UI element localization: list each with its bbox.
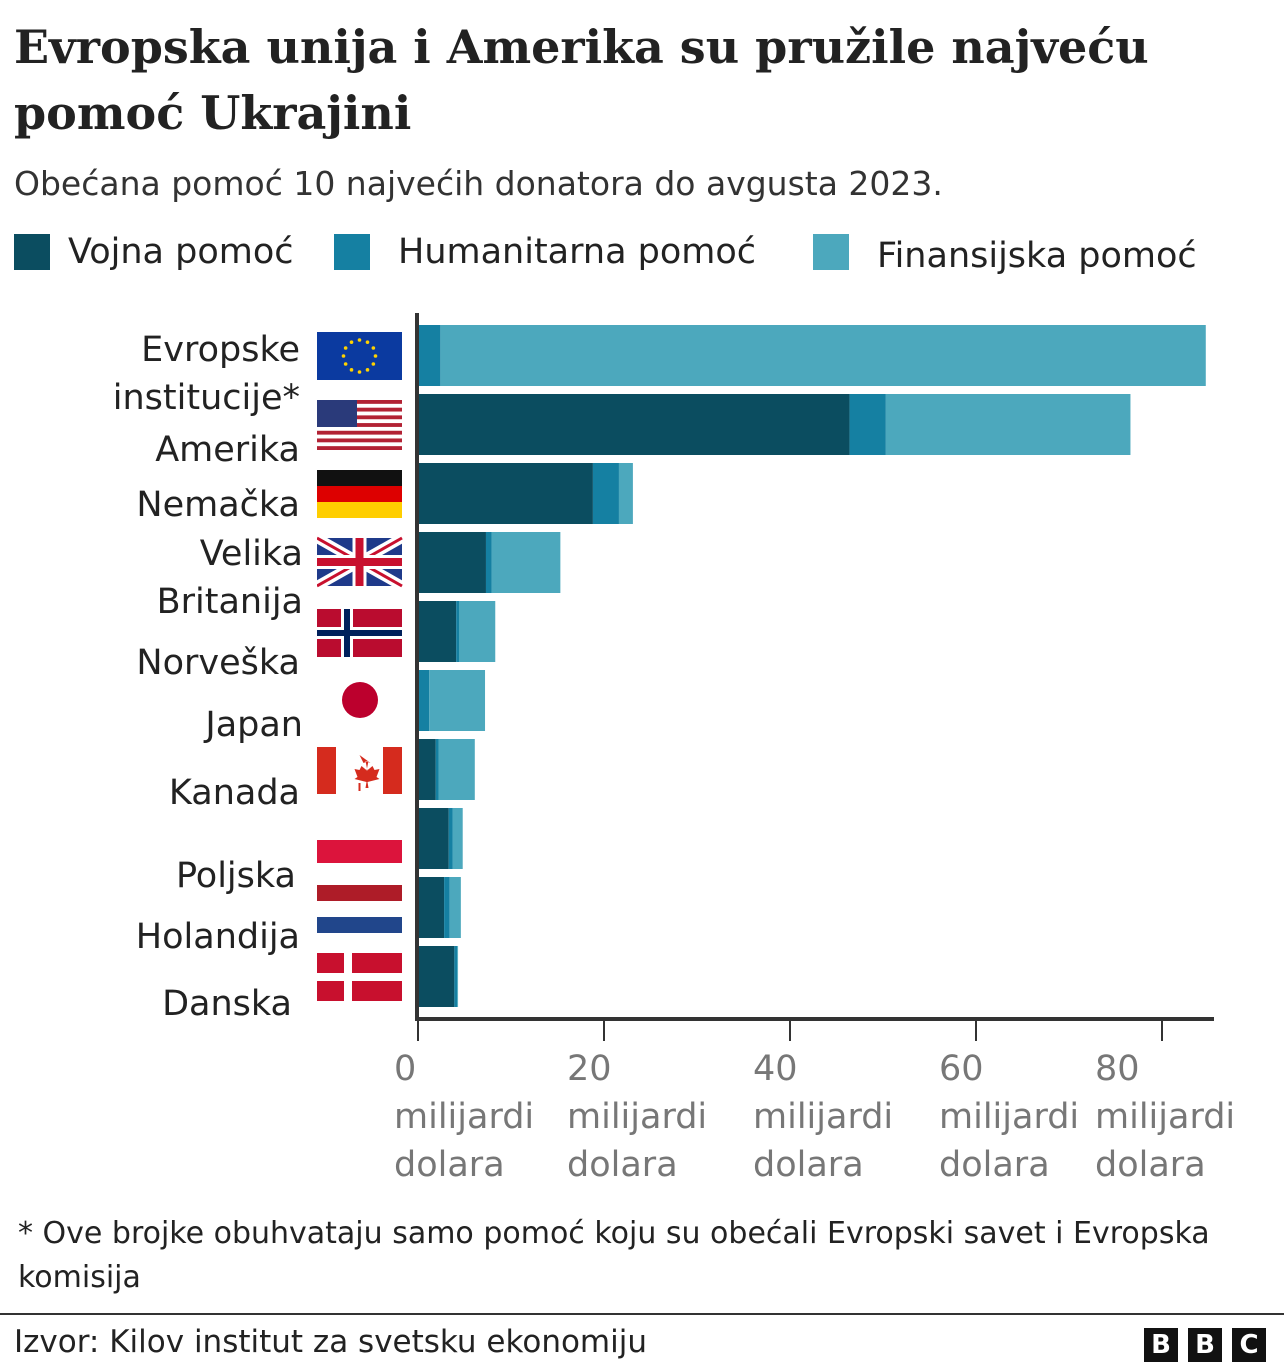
- bar-segment-military: [419, 601, 457, 662]
- x-tick-label-line: 0: [394, 1049, 417, 1089]
- legend-swatch: [334, 234, 370, 270]
- row-label-germany: Nemačka: [136, 485, 300, 525]
- x-tick-label-line: milijardi: [939, 1097, 1080, 1137]
- row-label-uk: Velika Britanija: [156, 534, 303, 622]
- x-tick-mark: [417, 1021, 419, 1041]
- x-tick-label-line: dolara: [939, 1145, 1050, 1185]
- legend-item-financial: Finansijska pomoć: [813, 234, 1197, 276]
- x-tick-label-line: dolara: [1095, 1145, 1206, 1185]
- bar-segment-financial: [449, 877, 461, 938]
- footnote: * Ove brojke obuhvataju samo pomoć koju …: [18, 1216, 1210, 1295]
- chart-subtitle: Obećana pomoć 10 najvećih donatora do av…: [14, 164, 943, 203]
- x-tick-label-line: 40: [753, 1049, 798, 1089]
- x-tick-mark: [975, 1021, 977, 1041]
- bar-chart: [415, 313, 1214, 1041]
- legend-item-military: Vojna pomoć: [14, 232, 294, 272]
- bar-segment-humanitarian: [444, 877, 450, 938]
- row-label-netherlands: Holandija: [135, 917, 300, 957]
- flags-column: [317, 332, 403, 1001]
- row-label-eu: Evropske institucije*: [100, 326, 300, 422]
- bar-segment-financial: [491, 532, 561, 593]
- row-label-us: Amerika: [155, 430, 300, 470]
- poland-flag: [317, 840, 402, 863]
- x-tick-mark: [603, 1021, 605, 1041]
- row-label-norway: Norveška: [136, 643, 300, 683]
- x-tick-label-line: 20: [567, 1049, 612, 1089]
- x-tick-label-line: dolara: [394, 1145, 505, 1185]
- legend-swatch: [14, 234, 50, 270]
- bbc-logo-c: C: [1232, 1328, 1266, 1362]
- source-note: Izvor: Kilov institut za svetsku ekonomi…: [14, 1324, 648, 1360]
- bar-segment-humanitarian: [419, 670, 430, 731]
- x-tick-label-line: milijardi: [753, 1097, 894, 1137]
- x-tick-label-line: milijardi: [567, 1097, 708, 1137]
- norway-flag: [317, 609, 402, 657]
- bar-segment-financial: [458, 601, 496, 662]
- bar-segment-humanitarian: [485, 532, 492, 593]
- x-tick-mark: [789, 1021, 791, 1041]
- legend-label: Vojna pomoć: [68, 232, 294, 272]
- bar-segment-humanitarian: [592, 463, 619, 524]
- x-tick-label: 20 milijardi dolara: [567, 1045, 707, 1189]
- x-axis-line: [415, 1017, 1214, 1021]
- bar-segment-military: [419, 394, 850, 455]
- legend-swatch: [813, 234, 849, 270]
- bar-segment-military: [419, 463, 593, 524]
- x-tick-label: 40 milijardi dolara: [753, 1045, 893, 1189]
- canada-flag: [317, 747, 402, 794]
- row-label-canada: Kanada: [168, 773, 300, 813]
- eu-flag: [317, 332, 402, 380]
- bar-segment-military: [419, 739, 436, 800]
- divider: [0, 1313, 1284, 1315]
- x-tick-mark: [1161, 1021, 1163, 1041]
- bar-segment-financial: [440, 325, 1206, 386]
- bar-segment-military: [419, 877, 445, 938]
- x-tick-label-line: milijardi: [1095, 1097, 1236, 1137]
- chart-title: Evropska unija i Amerika su pružile najv…: [14, 20, 1149, 140]
- bar-segment-humanitarian: [419, 325, 441, 386]
- x-tick-label-line: dolara: [753, 1145, 864, 1185]
- bbc-logo-b2: B: [1188, 1328, 1222, 1362]
- bbc-logo-b1: B: [1144, 1328, 1178, 1362]
- bar-segment-humanitarian: [849, 394, 886, 455]
- row-label-text: Evropske institucije*: [112, 330, 300, 418]
- denmark-flag: [317, 953, 402, 1001]
- row-label-japan: Japan: [205, 705, 303, 745]
- bar-segment-humanitarian: [456, 601, 459, 662]
- bar-segment-humanitarian: [435, 739, 439, 800]
- bar-segment-humanitarian: [454, 946, 458, 1007]
- germany-flag: [317, 470, 402, 518]
- row-label-denmark: Danska: [162, 984, 292, 1024]
- x-tick-label: 60 milijardi dolara: [939, 1045, 1079, 1189]
- x-tick-label-line: 60: [939, 1049, 984, 1089]
- bar-segment-humanitarian: [448, 808, 453, 869]
- x-tick-label: 80 milijardi dolara: [1095, 1045, 1235, 1189]
- netherlands-flag: [317, 885, 402, 933]
- y-axis-line: [415, 313, 419, 1021]
- bar-segment-military: [419, 946, 455, 1007]
- legend-label: Finansijska pomoć: [877, 236, 1197, 276]
- bar-segment-financial: [438, 739, 475, 800]
- bar-segment-financial: [618, 463, 633, 524]
- x-tick-label-line: 80: [1095, 1049, 1140, 1089]
- japan-flag: [342, 682, 378, 718]
- x-tick-label-line: milijardi: [394, 1097, 535, 1137]
- bar-segment-financial: [452, 808, 463, 869]
- uk-flag: [317, 533, 403, 591]
- x-tick-label: 0 milijardi dolara: [394, 1045, 534, 1189]
- bar-segment-military: [419, 532, 486, 593]
- legend-label: Humanitarna pomoć: [398, 232, 757, 272]
- x-tick-label-line: dolara: [567, 1145, 678, 1185]
- bar-segment-military: [419, 808, 449, 869]
- bar-segment-financial: [457, 946, 459, 1007]
- bar-segment-financial: [885, 394, 1131, 455]
- legend-item-humanitarian: Humanitarna pomoć: [334, 232, 756, 272]
- us-flag: [317, 400, 402, 450]
- row-label-poland: Poljska: [175, 856, 296, 896]
- bar-segment-financial: [429, 670, 486, 731]
